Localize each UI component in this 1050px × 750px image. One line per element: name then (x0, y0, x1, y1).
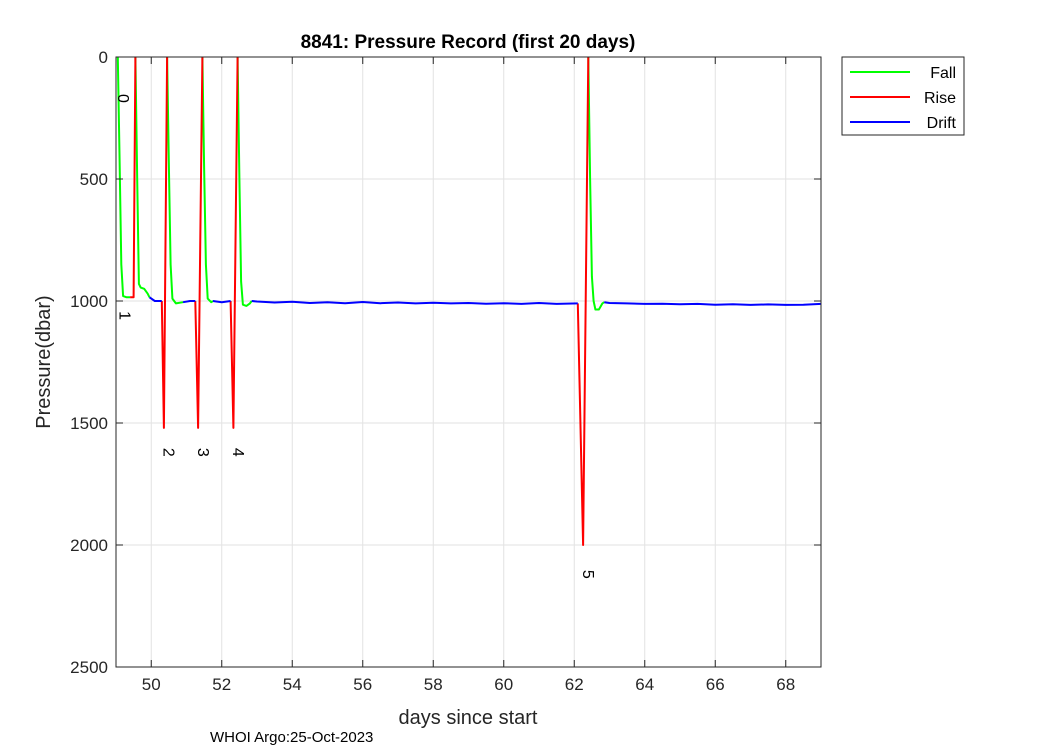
y-tick-label: 2500 (70, 658, 108, 677)
x-tick-label: 64 (635, 675, 654, 694)
cycle-label: 0 (114, 94, 131, 103)
legend-label-rise: Rise (924, 90, 956, 107)
legend: Fall Rise Drift (841, 56, 965, 136)
series-fall (116, 56, 605, 311)
series-layer (116, 56, 822, 546)
y-axis-label: Pressure(dbar) (33, 295, 55, 428)
x-tick-label: 50 (142, 675, 161, 694)
rise-line (576, 56, 590, 546)
grid (116, 56, 821, 668)
cycle-label: 4 (229, 448, 246, 457)
chart-title: 8841: Pressure Record (first 20 days) (301, 32, 636, 53)
cycle-label: 2 (160, 448, 177, 457)
drift-line (212, 300, 231, 304)
x-tick-label: 52 (212, 675, 231, 694)
x-axis-label: days since start (399, 707, 538, 729)
y-tick-label: 1500 (70, 414, 108, 433)
footer-text: WHOI Argo:25-Oct-2023 (210, 729, 373, 746)
cycle-label: 5 (579, 570, 596, 579)
fall-line (166, 56, 184, 305)
plot-frame (115, 56, 822, 668)
drift-line (182, 300, 196, 304)
y-tick-label: 0 (99, 48, 108, 67)
drift-line (251, 300, 578, 305)
legend-label-fall: Fall (930, 65, 956, 82)
y-tick-label: 1000 (70, 292, 108, 311)
drift-line (148, 296, 162, 302)
drift-line (604, 301, 822, 306)
series-drift (148, 296, 822, 306)
rise-line (160, 56, 169, 429)
x-tick-label: 68 (776, 675, 795, 694)
fall-line (201, 56, 214, 304)
y-tick-label: 2000 (70, 536, 108, 555)
rise-line (130, 56, 137, 299)
rise-line (229, 56, 239, 429)
x-tick-label: 54 (283, 675, 302, 694)
x-tick-label: 58 (424, 675, 443, 694)
x-tick-label: 60 (494, 675, 513, 694)
cycle-label: 1 (116, 311, 133, 320)
fall-line (587, 56, 605, 311)
fall-line (134, 56, 151, 298)
x-tick-label: 56 (353, 675, 372, 694)
fall-line (116, 56, 131, 299)
rise-line (194, 56, 204, 429)
cycle-annotations: 0 1 2 3 4 5 (114, 94, 596, 579)
fall-line (236, 56, 253, 307)
y-tick-label: 500 (80, 170, 108, 189)
series-rise (130, 56, 590, 546)
x-tick-label: 62 (565, 675, 584, 694)
x-tick-label: 66 (706, 675, 725, 694)
cycle-label: 3 (194, 448, 211, 457)
legend-label-drift: Drift (927, 115, 957, 132)
